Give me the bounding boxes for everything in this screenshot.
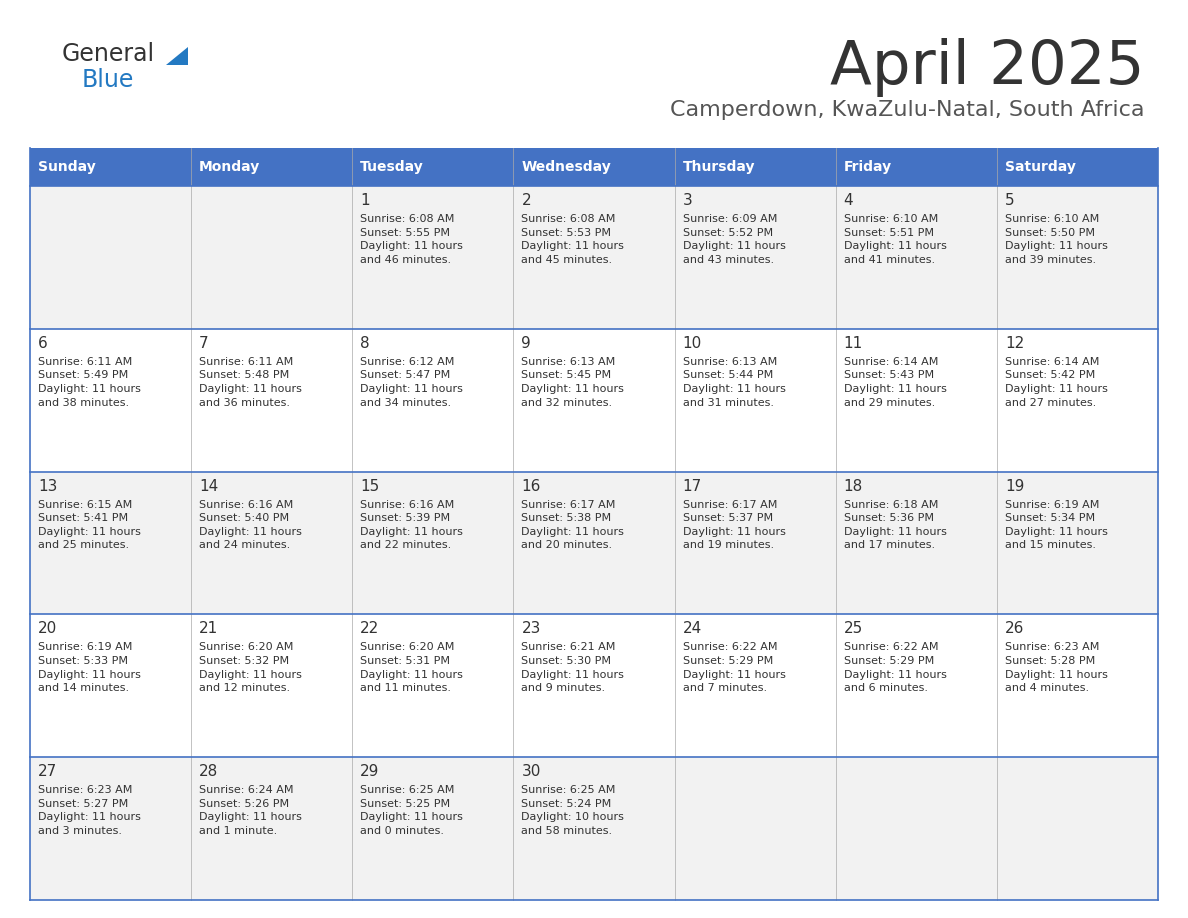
Text: Sunrise: 6:10 AM
Sunset: 5:51 PM
Daylight: 11 hours
and 41 minutes.: Sunrise: 6:10 AM Sunset: 5:51 PM Dayligh… xyxy=(843,214,947,264)
Text: Sunrise: 6:14 AM
Sunset: 5:43 PM
Daylight: 11 hours
and 29 minutes.: Sunrise: 6:14 AM Sunset: 5:43 PM Dayligh… xyxy=(843,357,947,408)
Text: 21: 21 xyxy=(200,621,219,636)
Text: Sunrise: 6:23 AM
Sunset: 5:28 PM
Daylight: 11 hours
and 4 minutes.: Sunrise: 6:23 AM Sunset: 5:28 PM Dayligh… xyxy=(1005,643,1107,693)
Text: Sunrise: 6:10 AM
Sunset: 5:50 PM
Daylight: 11 hours
and 39 minutes.: Sunrise: 6:10 AM Sunset: 5:50 PM Dayligh… xyxy=(1005,214,1107,264)
Text: 2: 2 xyxy=(522,193,531,208)
Bar xyxy=(30,148,1158,186)
Text: 25: 25 xyxy=(843,621,862,636)
Text: April 2025: April 2025 xyxy=(830,38,1145,97)
Text: 3: 3 xyxy=(683,193,693,208)
Text: 19: 19 xyxy=(1005,478,1024,494)
Text: Wednesday: Wednesday xyxy=(522,160,611,174)
Text: Monday: Monday xyxy=(200,160,260,174)
Text: 17: 17 xyxy=(683,478,702,494)
Text: Friday: Friday xyxy=(843,160,892,174)
Text: 29: 29 xyxy=(360,764,380,779)
Text: 22: 22 xyxy=(360,621,379,636)
Bar xyxy=(30,614,1158,757)
Bar xyxy=(30,757,1158,900)
Text: 8: 8 xyxy=(360,336,369,351)
Bar xyxy=(30,472,1158,614)
Text: 14: 14 xyxy=(200,478,219,494)
Text: 24: 24 xyxy=(683,621,702,636)
Text: Sunrise: 6:16 AM
Sunset: 5:39 PM
Daylight: 11 hours
and 22 minutes.: Sunrise: 6:16 AM Sunset: 5:39 PM Dayligh… xyxy=(360,499,463,551)
Text: 16: 16 xyxy=(522,478,541,494)
Text: 23: 23 xyxy=(522,621,541,636)
Text: Saturday: Saturday xyxy=(1005,160,1075,174)
Text: 6: 6 xyxy=(38,336,48,351)
Bar xyxy=(30,186,1158,329)
Text: Sunrise: 6:22 AM
Sunset: 5:29 PM
Daylight: 11 hours
and 6 minutes.: Sunrise: 6:22 AM Sunset: 5:29 PM Dayligh… xyxy=(843,643,947,693)
Text: General: General xyxy=(62,42,156,66)
Text: 10: 10 xyxy=(683,336,702,351)
Text: Sunrise: 6:17 AM
Sunset: 5:37 PM
Daylight: 11 hours
and 19 minutes.: Sunrise: 6:17 AM Sunset: 5:37 PM Dayligh… xyxy=(683,499,785,551)
Text: 5: 5 xyxy=(1005,193,1015,208)
Text: 20: 20 xyxy=(38,621,57,636)
Bar xyxy=(30,329,1158,472)
Text: Sunrise: 6:23 AM
Sunset: 5:27 PM
Daylight: 11 hours
and 3 minutes.: Sunrise: 6:23 AM Sunset: 5:27 PM Dayligh… xyxy=(38,785,141,836)
Text: Sunrise: 6:19 AM
Sunset: 5:34 PM
Daylight: 11 hours
and 15 minutes.: Sunrise: 6:19 AM Sunset: 5:34 PM Dayligh… xyxy=(1005,499,1107,551)
Text: Sunrise: 6:11 AM
Sunset: 5:49 PM
Daylight: 11 hours
and 38 minutes.: Sunrise: 6:11 AM Sunset: 5:49 PM Dayligh… xyxy=(38,357,141,408)
Text: 11: 11 xyxy=(843,336,862,351)
Text: Sunday: Sunday xyxy=(38,160,96,174)
Text: 12: 12 xyxy=(1005,336,1024,351)
Text: 26: 26 xyxy=(1005,621,1024,636)
Text: Sunrise: 6:21 AM
Sunset: 5:30 PM
Daylight: 11 hours
and 9 minutes.: Sunrise: 6:21 AM Sunset: 5:30 PM Dayligh… xyxy=(522,643,625,693)
Text: 1: 1 xyxy=(360,193,369,208)
Text: 13: 13 xyxy=(38,478,57,494)
Text: Sunrise: 6:25 AM
Sunset: 5:24 PM
Daylight: 10 hours
and 58 minutes.: Sunrise: 6:25 AM Sunset: 5:24 PM Dayligh… xyxy=(522,785,625,836)
Text: Sunrise: 6:12 AM
Sunset: 5:47 PM
Daylight: 11 hours
and 34 minutes.: Sunrise: 6:12 AM Sunset: 5:47 PM Dayligh… xyxy=(360,357,463,408)
Text: Sunrise: 6:15 AM
Sunset: 5:41 PM
Daylight: 11 hours
and 25 minutes.: Sunrise: 6:15 AM Sunset: 5:41 PM Dayligh… xyxy=(38,499,141,551)
Text: Camperdown, KwaZulu-Natal, South Africa: Camperdown, KwaZulu-Natal, South Africa xyxy=(670,100,1145,120)
Text: 4: 4 xyxy=(843,193,853,208)
Text: 27: 27 xyxy=(38,764,57,779)
Text: Sunrise: 6:17 AM
Sunset: 5:38 PM
Daylight: 11 hours
and 20 minutes.: Sunrise: 6:17 AM Sunset: 5:38 PM Dayligh… xyxy=(522,499,625,551)
Text: 28: 28 xyxy=(200,764,219,779)
Text: 9: 9 xyxy=(522,336,531,351)
Text: Sunrise: 6:24 AM
Sunset: 5:26 PM
Daylight: 11 hours
and 1 minute.: Sunrise: 6:24 AM Sunset: 5:26 PM Dayligh… xyxy=(200,785,302,836)
Text: Sunrise: 6:19 AM
Sunset: 5:33 PM
Daylight: 11 hours
and 14 minutes.: Sunrise: 6:19 AM Sunset: 5:33 PM Dayligh… xyxy=(38,643,141,693)
Text: 18: 18 xyxy=(843,478,862,494)
Text: Tuesday: Tuesday xyxy=(360,160,424,174)
Text: Sunrise: 6:20 AM
Sunset: 5:31 PM
Daylight: 11 hours
and 11 minutes.: Sunrise: 6:20 AM Sunset: 5:31 PM Dayligh… xyxy=(360,643,463,693)
Text: Sunrise: 6:09 AM
Sunset: 5:52 PM
Daylight: 11 hours
and 43 minutes.: Sunrise: 6:09 AM Sunset: 5:52 PM Dayligh… xyxy=(683,214,785,264)
Polygon shape xyxy=(166,47,188,65)
Text: Thursday: Thursday xyxy=(683,160,756,174)
Text: Sunrise: 6:08 AM
Sunset: 5:53 PM
Daylight: 11 hours
and 45 minutes.: Sunrise: 6:08 AM Sunset: 5:53 PM Dayligh… xyxy=(522,214,625,264)
Text: Sunrise: 6:20 AM
Sunset: 5:32 PM
Daylight: 11 hours
and 12 minutes.: Sunrise: 6:20 AM Sunset: 5:32 PM Dayligh… xyxy=(200,643,302,693)
Text: Sunrise: 6:25 AM
Sunset: 5:25 PM
Daylight: 11 hours
and 0 minutes.: Sunrise: 6:25 AM Sunset: 5:25 PM Dayligh… xyxy=(360,785,463,836)
Text: Sunrise: 6:14 AM
Sunset: 5:42 PM
Daylight: 11 hours
and 27 minutes.: Sunrise: 6:14 AM Sunset: 5:42 PM Dayligh… xyxy=(1005,357,1107,408)
Text: Sunrise: 6:08 AM
Sunset: 5:55 PM
Daylight: 11 hours
and 46 minutes.: Sunrise: 6:08 AM Sunset: 5:55 PM Dayligh… xyxy=(360,214,463,264)
Text: Sunrise: 6:16 AM
Sunset: 5:40 PM
Daylight: 11 hours
and 24 minutes.: Sunrise: 6:16 AM Sunset: 5:40 PM Dayligh… xyxy=(200,499,302,551)
Text: Sunrise: 6:11 AM
Sunset: 5:48 PM
Daylight: 11 hours
and 36 minutes.: Sunrise: 6:11 AM Sunset: 5:48 PM Dayligh… xyxy=(200,357,302,408)
Text: Sunrise: 6:18 AM
Sunset: 5:36 PM
Daylight: 11 hours
and 17 minutes.: Sunrise: 6:18 AM Sunset: 5:36 PM Dayligh… xyxy=(843,499,947,551)
Text: Sunrise: 6:13 AM
Sunset: 5:44 PM
Daylight: 11 hours
and 31 minutes.: Sunrise: 6:13 AM Sunset: 5:44 PM Dayligh… xyxy=(683,357,785,408)
Text: 15: 15 xyxy=(360,478,379,494)
Text: 7: 7 xyxy=(200,336,209,351)
Text: 30: 30 xyxy=(522,764,541,779)
Text: Blue: Blue xyxy=(82,68,134,92)
Text: Sunrise: 6:13 AM
Sunset: 5:45 PM
Daylight: 11 hours
and 32 minutes.: Sunrise: 6:13 AM Sunset: 5:45 PM Dayligh… xyxy=(522,357,625,408)
Text: Sunrise: 6:22 AM
Sunset: 5:29 PM
Daylight: 11 hours
and 7 minutes.: Sunrise: 6:22 AM Sunset: 5:29 PM Dayligh… xyxy=(683,643,785,693)
